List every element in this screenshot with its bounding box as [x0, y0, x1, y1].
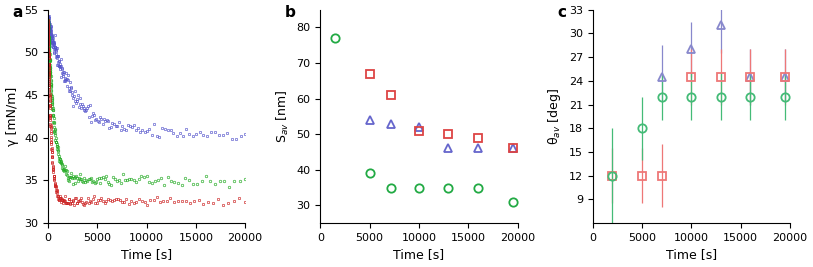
- Text: a: a: [12, 5, 23, 20]
- Y-axis label: S$_{av}$ [nm]: S$_{av}$ [nm]: [275, 89, 291, 143]
- X-axis label: Time [s]: Time [s]: [666, 249, 717, 261]
- Y-axis label: θ$_{av}$ [deg]: θ$_{av}$ [deg]: [546, 88, 563, 145]
- X-axis label: Time [s]: Time [s]: [121, 249, 172, 261]
- Y-axis label: γ [mN/m]: γ [mN/m]: [6, 87, 19, 146]
- Text: c: c: [557, 5, 566, 20]
- Text: b: b: [285, 5, 296, 20]
- X-axis label: Time [s]: Time [s]: [393, 249, 445, 261]
